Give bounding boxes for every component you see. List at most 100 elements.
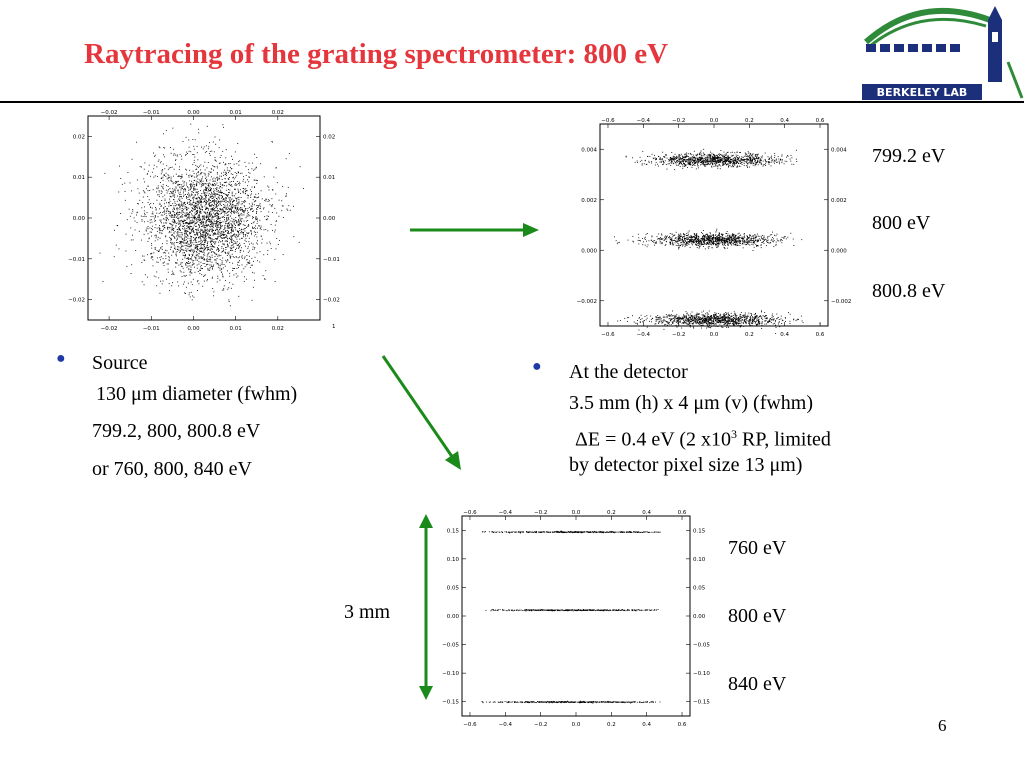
scatter-point <box>707 243 709 245</box>
scatter-point <box>179 242 181 244</box>
scatter-point <box>189 246 191 248</box>
scatter-point <box>253 260 254 262</box>
scatter-point <box>236 241 238 243</box>
scatter-point <box>706 157 708 158</box>
scatter-point <box>167 228 169 230</box>
scatter-point <box>690 160 692 162</box>
scatter-point <box>744 152 746 154</box>
scatter-point <box>220 192 222 193</box>
scatter-point <box>203 227 205 229</box>
scatter-point <box>217 180 218 182</box>
scatter-point <box>245 208 247 209</box>
scatter-point <box>237 190 239 192</box>
scatter-point <box>241 231 243 232</box>
scatter-point <box>186 235 188 236</box>
scatter-point <box>181 241 183 243</box>
scatter-point <box>189 219 191 221</box>
scatter-point <box>217 230 219 232</box>
scatter-point <box>229 224 231 226</box>
scatter-point <box>143 221 145 223</box>
scatter-point <box>765 165 767 166</box>
scatter-point <box>166 215 168 217</box>
scatter-point <box>215 210 217 212</box>
scatter-point <box>186 207 188 209</box>
scatter-point <box>211 209 213 211</box>
scatter-point <box>226 207 227 209</box>
scatter-point <box>722 155 724 157</box>
scatter-point <box>181 221 183 223</box>
scatter-point <box>701 158 703 160</box>
scatter-point <box>240 192 242 194</box>
scatter-point <box>767 236 769 238</box>
scatter-point <box>763 163 765 165</box>
scatter-point <box>243 234 244 236</box>
scatter-point <box>228 163 230 165</box>
scatter-point <box>217 263 218 264</box>
scatter-point <box>185 292 186 294</box>
scatter-point <box>188 243 190 245</box>
scatter-point <box>713 157 715 159</box>
scatter-point <box>734 163 736 165</box>
scatter-point <box>219 139 221 141</box>
scatter-point <box>687 241 689 243</box>
scatter-point <box>702 163 704 165</box>
scatter-point <box>203 172 205 174</box>
scatter-point <box>732 234 734 236</box>
scatter-point <box>126 219 128 221</box>
scatter-point <box>193 209 195 211</box>
scatter-point <box>735 159 736 161</box>
scatter-point <box>202 176 203 178</box>
scatter-point <box>691 239 693 241</box>
scatter-point <box>255 179 257 181</box>
scatter-point <box>220 237 222 239</box>
scatter-point <box>225 198 227 200</box>
scatter-point <box>700 242 702 244</box>
scatter-point <box>715 157 717 159</box>
scatter-point <box>697 162 699 164</box>
scatter-point <box>139 166 141 168</box>
scatter-point <box>662 161 664 163</box>
scatter-point <box>707 158 709 160</box>
scatter-point <box>196 211 198 213</box>
scatter-point <box>131 158 133 160</box>
scatter-point <box>716 155 718 157</box>
scatter-point <box>781 162 783 164</box>
scatter-point <box>184 202 185 204</box>
scatter-point <box>287 186 289 188</box>
scatter-point <box>186 266 188 268</box>
scatter-point <box>165 222 167 224</box>
scatter-point <box>214 208 216 209</box>
scatter-point <box>723 242 725 244</box>
scatter-point <box>223 171 225 173</box>
scatter-point <box>231 181 233 182</box>
scatter-point <box>102 281 104 283</box>
scatter-point <box>176 155 178 157</box>
scatter-point <box>209 200 211 201</box>
scatter-point <box>221 197 222 199</box>
scatter-point <box>207 269 209 271</box>
scatter-point <box>715 160 717 162</box>
scatter-point <box>682 161 684 163</box>
scatter-point <box>216 220 218 222</box>
scatter-point <box>180 203 182 205</box>
scatter-point <box>140 215 142 217</box>
scatter-point <box>760 160 762 162</box>
scatter-point <box>180 243 182 245</box>
scatter-point <box>197 178 199 180</box>
scatter-point <box>192 228 194 230</box>
scatter-point <box>201 179 202 181</box>
scatter-point <box>160 280 161 282</box>
scatter-point <box>242 224 244 226</box>
scatter-point <box>677 160 679 162</box>
scatter-point <box>689 161 691 163</box>
scatter-point <box>198 220 200 222</box>
scatter-point <box>730 155 732 157</box>
scatter-point <box>205 232 206 234</box>
scatter-point <box>710 237 712 239</box>
scatter-point <box>735 238 736 240</box>
scatter-point <box>202 232 204 234</box>
scatter-point <box>733 234 735 236</box>
scatter-point <box>189 199 191 201</box>
scatter-point <box>197 210 199 212</box>
scatter-point <box>712 238 714 240</box>
